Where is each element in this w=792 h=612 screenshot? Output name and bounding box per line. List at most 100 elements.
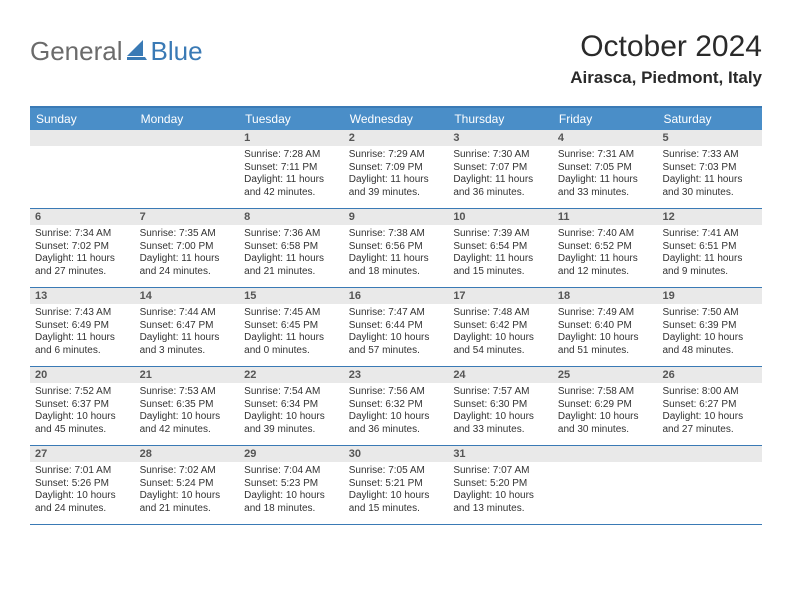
sunrise-text: Sunrise: 7:45 AM: [244, 307, 339, 320]
day-header: Thursday: [448, 108, 553, 130]
logo: General Blue: [30, 30, 203, 67]
daylight-text: Daylight: 11 hours and 24 minutes.: [140, 253, 235, 278]
day-body: Sunrise: 7:54 AMSunset: 6:34 PMDaylight:…: [239, 383, 344, 441]
day-body: Sunrise: 7:35 AMSunset: 7:00 PMDaylight:…: [135, 225, 240, 283]
day-cell: [135, 130, 240, 208]
day-cell: 15Sunrise: 7:45 AMSunset: 6:45 PMDayligh…: [239, 288, 344, 366]
day-number: 5: [657, 130, 762, 146]
sunset-text: Sunset: 6:34 PM: [244, 399, 339, 412]
day-cell: 4Sunrise: 7:31 AMSunset: 7:05 PMDaylight…: [553, 130, 658, 208]
sunset-text: Sunset: 6:51 PM: [662, 241, 757, 254]
logo-text-blue: Blue: [151, 36, 203, 67]
day-number: 4: [553, 130, 658, 146]
daylight-text: Daylight: 11 hours and 30 minutes.: [662, 174, 757, 199]
day-cell: [30, 130, 135, 208]
day-cell: 14Sunrise: 7:44 AMSunset: 6:47 PMDayligh…: [135, 288, 240, 366]
sunrise-text: Sunrise: 7:52 AM: [35, 386, 130, 399]
day-number: 1: [239, 130, 344, 146]
daylight-text: Daylight: 10 hours and 36 minutes.: [349, 411, 444, 436]
day-body: Sunrise: 7:52 AMSunset: 6:37 PMDaylight:…: [30, 383, 135, 441]
day-number: 6: [30, 209, 135, 225]
daylight-text: Daylight: 10 hours and 30 minutes.: [558, 411, 653, 436]
day-number: 14: [135, 288, 240, 304]
day-number: 16: [344, 288, 449, 304]
daylight-text: Daylight: 11 hours and 6 minutes.: [35, 332, 130, 357]
day-body: Sunrise: 7:40 AMSunset: 6:52 PMDaylight:…: [553, 225, 658, 283]
day-number: 18: [553, 288, 658, 304]
day-cell: 7Sunrise: 7:35 AMSunset: 7:00 PMDaylight…: [135, 209, 240, 287]
sunset-text: Sunset: 6:40 PM: [558, 320, 653, 333]
day-cell: 25Sunrise: 7:58 AMSunset: 6:29 PMDayligh…: [553, 367, 658, 445]
daylight-text: Daylight: 11 hours and 33 minutes.: [558, 174, 653, 199]
daylight-text: Daylight: 11 hours and 42 minutes.: [244, 174, 339, 199]
day-cell: 20Sunrise: 7:52 AMSunset: 6:37 PMDayligh…: [30, 367, 135, 445]
day-body: Sunrise: 7:34 AMSunset: 7:02 PMDaylight:…: [30, 225, 135, 283]
sunset-text: Sunset: 6:37 PM: [35, 399, 130, 412]
daylight-text: Daylight: 10 hours and 13 minutes.: [453, 490, 548, 515]
sunrise-text: Sunrise: 7:57 AM: [453, 386, 548, 399]
header: General Blue October 2024 Airasca, Piedm…: [30, 30, 762, 88]
sunrise-text: Sunrise: 7:44 AM: [140, 307, 235, 320]
daylight-text: Daylight: 10 hours and 42 minutes.: [140, 411, 235, 436]
day-number: 15: [239, 288, 344, 304]
day-cell: 5Sunrise: 7:33 AMSunset: 7:03 PMDaylight…: [657, 130, 762, 208]
day-number: 19: [657, 288, 762, 304]
daylight-text: Daylight: 10 hours and 57 minutes.: [349, 332, 444, 357]
sunset-text: Sunset: 7:09 PM: [349, 162, 444, 175]
day-cell: 18Sunrise: 7:49 AMSunset: 6:40 PMDayligh…: [553, 288, 658, 366]
day-body: Sunrise: 7:49 AMSunset: 6:40 PMDaylight:…: [553, 304, 658, 362]
day-cell: 16Sunrise: 7:47 AMSunset: 6:44 PMDayligh…: [344, 288, 449, 366]
daylight-text: Daylight: 11 hours and 0 minutes.: [244, 332, 339, 357]
day-number: [135, 130, 240, 146]
day-body: [553, 462, 658, 470]
day-cell: 26Sunrise: 8:00 AMSunset: 6:27 PMDayligh…: [657, 367, 762, 445]
daylight-text: Daylight: 11 hours and 21 minutes.: [244, 253, 339, 278]
day-number: 27: [30, 446, 135, 462]
sunrise-text: Sunrise: 7:40 AM: [558, 228, 653, 241]
sunrise-text: Sunrise: 7:54 AM: [244, 386, 339, 399]
daylight-text: Daylight: 11 hours and 12 minutes.: [558, 253, 653, 278]
week-row: 1Sunrise: 7:28 AMSunset: 7:11 PMDaylight…: [30, 130, 762, 209]
day-cell: 12Sunrise: 7:41 AMSunset: 6:51 PMDayligh…: [657, 209, 762, 287]
daylight-text: Daylight: 10 hours and 18 minutes.: [244, 490, 339, 515]
daylight-text: Daylight: 11 hours and 27 minutes.: [35, 253, 130, 278]
day-body: Sunrise: 7:39 AMSunset: 6:54 PMDaylight:…: [448, 225, 553, 283]
daylight-text: Daylight: 11 hours and 15 minutes.: [453, 253, 548, 278]
day-body: Sunrise: 7:28 AMSunset: 7:11 PMDaylight:…: [239, 146, 344, 204]
daylight-text: Daylight: 10 hours and 48 minutes.: [662, 332, 757, 357]
day-body: Sunrise: 7:57 AMSunset: 6:30 PMDaylight:…: [448, 383, 553, 441]
daylight-text: Daylight: 11 hours and 36 minutes.: [453, 174, 548, 199]
day-number: 28: [135, 446, 240, 462]
day-body: Sunrise: 8:00 AMSunset: 6:27 PMDaylight:…: [657, 383, 762, 441]
week-row: 13Sunrise: 7:43 AMSunset: 6:49 PMDayligh…: [30, 288, 762, 367]
daylight-text: Daylight: 10 hours and 51 minutes.: [558, 332, 653, 357]
day-header: Friday: [553, 108, 658, 130]
sunset-text: Sunset: 7:11 PM: [244, 162, 339, 175]
sunset-text: Sunset: 5:26 PM: [35, 478, 130, 491]
day-cell: [553, 446, 658, 524]
day-cell: 29Sunrise: 7:04 AMSunset: 5:23 PMDayligh…: [239, 446, 344, 524]
day-number: 20: [30, 367, 135, 383]
day-body: Sunrise: 7:30 AMSunset: 7:07 PMDaylight:…: [448, 146, 553, 204]
sunset-text: Sunset: 7:05 PM: [558, 162, 653, 175]
sunset-text: Sunset: 6:32 PM: [349, 399, 444, 412]
day-body: Sunrise: 7:02 AMSunset: 5:24 PMDaylight:…: [135, 462, 240, 520]
sunrise-text: Sunrise: 7:36 AM: [244, 228, 339, 241]
sunset-text: Sunset: 6:54 PM: [453, 241, 548, 254]
sunrise-text: Sunrise: 7:02 AM: [140, 465, 235, 478]
day-body: Sunrise: 7:44 AMSunset: 6:47 PMDaylight:…: [135, 304, 240, 362]
daylight-text: Daylight: 10 hours and 33 minutes.: [453, 411, 548, 436]
day-cell: 19Sunrise: 7:50 AMSunset: 6:39 PMDayligh…: [657, 288, 762, 366]
sunrise-text: Sunrise: 7:30 AM: [453, 149, 548, 162]
sunrise-text: Sunrise: 8:00 AM: [662, 386, 757, 399]
day-cell: 28Sunrise: 7:02 AMSunset: 5:24 PMDayligh…: [135, 446, 240, 524]
day-header: Monday: [135, 108, 240, 130]
day-body: Sunrise: 7:38 AMSunset: 6:56 PMDaylight:…: [344, 225, 449, 283]
sunrise-text: Sunrise: 7:48 AM: [453, 307, 548, 320]
sunset-text: Sunset: 6:44 PM: [349, 320, 444, 333]
day-cell: [657, 446, 762, 524]
day-body: Sunrise: 7:43 AMSunset: 6:49 PMDaylight:…: [30, 304, 135, 362]
day-cell: 21Sunrise: 7:53 AMSunset: 6:35 PMDayligh…: [135, 367, 240, 445]
day-number: 17: [448, 288, 553, 304]
day-cell: 1Sunrise: 7:28 AMSunset: 7:11 PMDaylight…: [239, 130, 344, 208]
